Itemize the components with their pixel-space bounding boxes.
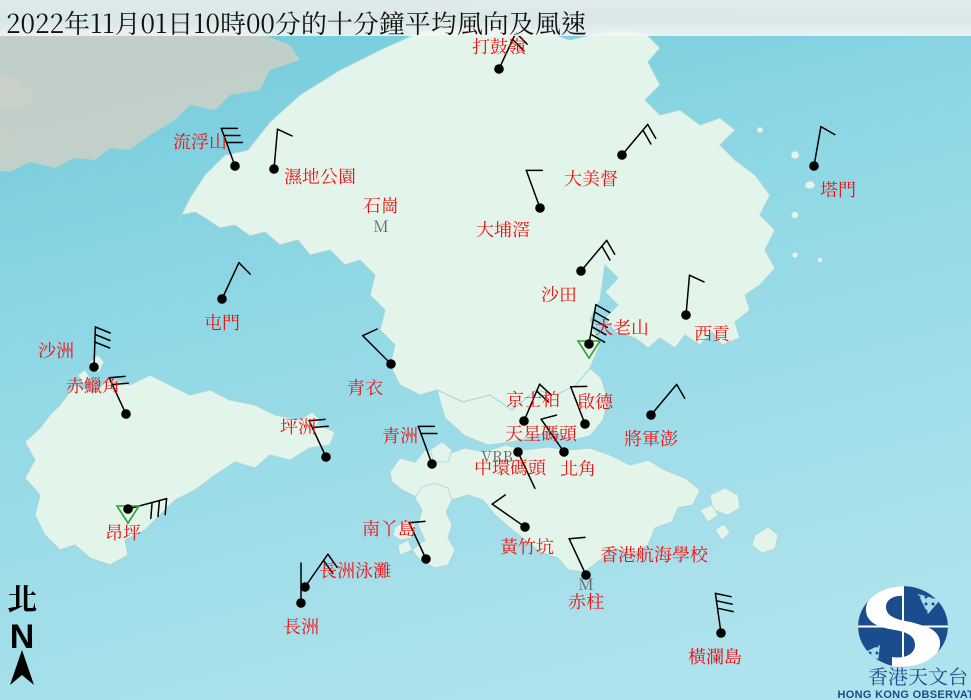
svg-text:赤鱲角: 赤鱲角: [66, 372, 120, 398]
svg-text:大埔滘: 大埔滘: [476, 216, 530, 242]
svg-text:北: 北: [7, 575, 37, 619]
svg-text:香港天文台: 香港天文台: [868, 661, 968, 690]
svg-text:橫瀾島: 橫瀾島: [688, 643, 742, 669]
svg-text:黃竹坑: 黃竹坑: [500, 533, 554, 559]
svg-text:青洲: 青洲: [382, 422, 418, 448]
svg-text:VRB: VRB: [481, 446, 512, 467]
svg-text:流浮山: 流浮山: [173, 128, 227, 154]
svg-text:坪洲: 坪洲: [280, 413, 316, 439]
svg-text:M: M: [373, 214, 389, 237]
svg-text:HONG KONG OBSERVATORY: HONG KONG OBSERVATORY: [838, 689, 971, 700]
svg-text:北角: 北角: [560, 455, 596, 481]
svg-text:南丫島: 南丫島: [362, 515, 416, 541]
svg-text:大老山: 大老山: [595, 314, 649, 340]
svg-text:沙田: 沙田: [541, 281, 577, 307]
svg-text:啟德: 啟德: [577, 388, 613, 414]
svg-text:塔門: 塔門: [820, 176, 856, 202]
svg-text:青衣: 青衣: [347, 374, 383, 400]
svg-text:沙洲: 沙洲: [38, 337, 74, 363]
svg-text:M: M: [578, 572, 594, 595]
svg-text:大美督: 大美督: [564, 165, 618, 191]
svg-text:香港航海學校: 香港航海學校: [600, 541, 708, 567]
svg-text:長洲泳灘: 長洲泳灘: [319, 557, 391, 583]
svg-text:濕地公園: 濕地公園: [284, 163, 356, 189]
svg-text:天星碼頭: 天星碼頭: [505, 420, 577, 446]
svg-text:屯門: 屯門: [204, 309, 240, 335]
svg-text:京士柏: 京士柏: [506, 386, 560, 412]
svg-text:昂坪: 昂坪: [105, 519, 141, 545]
svg-text:將軍澎: 將軍澎: [624, 425, 678, 451]
svg-text:西貢: 西貢: [694, 320, 730, 346]
svg-text:長洲: 長洲: [283, 613, 319, 639]
